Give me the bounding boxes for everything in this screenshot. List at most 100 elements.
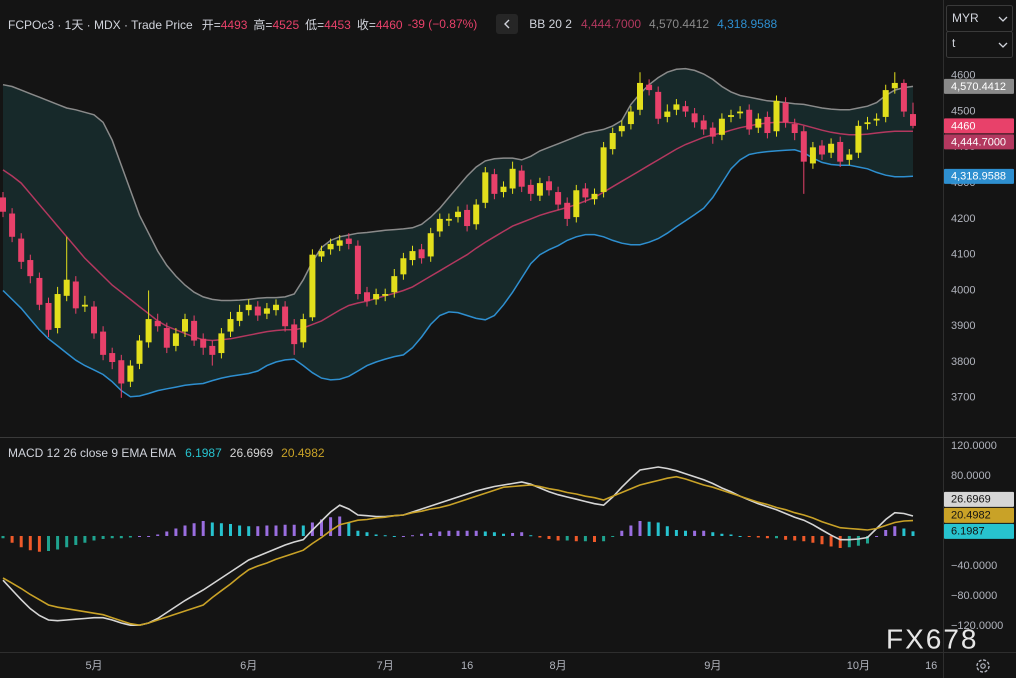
y-tick-label: 4000 — [951, 284, 975, 296]
candle-body — [637, 82, 643, 110]
candle-body — [646, 84, 653, 91]
candle-body — [591, 193, 598, 200]
histogram-bar — [647, 521, 651, 536]
candle-body — [200, 338, 207, 348]
candle-body — [182, 319, 188, 332]
histogram-bar — [192, 523, 196, 536]
histogram-bar — [229, 523, 232, 536]
ohlc-label: 低= — [305, 17, 325, 32]
histogram-bar — [747, 535, 751, 537]
histogram-bar — [438, 531, 442, 536]
indicator-value: 20.4982 — [281, 446, 325, 460]
x-tick-label: 16 — [461, 660, 473, 672]
histogram-bar — [492, 532, 496, 536]
candle-body — [136, 340, 143, 364]
currency-label[interactable]: MYR — [952, 11, 979, 25]
candle-body — [54, 294, 61, 329]
histogram-bar — [866, 535, 869, 544]
histogram-bar — [101, 535, 105, 539]
candle-body — [527, 184, 534, 194]
candle-body — [673, 104, 680, 110]
price-badge-label: 4,570.4412 — [951, 81, 1006, 93]
histogram-bar — [28, 535, 32, 551]
indicator-value: 4,318.9588 — [717, 17, 778, 31]
histogram-bar — [811, 535, 815, 543]
candle-body — [564, 202, 571, 219]
gear-icon[interactable] — [976, 659, 990, 673]
histogram-bar — [411, 535, 414, 537]
histogram-bar — [47, 535, 50, 551]
candle-body — [873, 118, 880, 121]
histogram-bar — [420, 533, 424, 536]
histogram-bar — [711, 532, 715, 536]
histogram-bar — [365, 532, 369, 536]
histogram-bar — [656, 522, 660, 536]
ohlc-value: 4460 — [375, 17, 403, 32]
histogram-bar — [338, 516, 342, 536]
y-tick-label: 3900 — [951, 320, 975, 332]
candle-body — [327, 243, 334, 250]
candle-body — [191, 320, 198, 341]
candle-body — [282, 306, 289, 327]
histogram-bar — [183, 525, 187, 536]
price-legend: FCPOc3 · 1天 · MDX · Trade Price 开=4493 高=… — [8, 14, 777, 34]
x-tick-label: 6月 — [240, 660, 257, 672]
candle-body — [382, 294, 389, 296]
price-badge — [944, 523, 1014, 539]
indicator-values: 6.1987 26.6969 20.4982 — [185, 446, 324, 460]
candle-body — [555, 192, 562, 205]
x-tick-label: 8月 — [550, 660, 567, 672]
histogram-bar — [738, 535, 742, 537]
price-badge-label: 26.6969 — [951, 494, 991, 506]
histogram-bar — [638, 520, 642, 536]
histogram-bar — [902, 528, 906, 536]
currency-select[interactable]: MYR — [946, 5, 1013, 32]
candle-body — [354, 245, 361, 295]
histogram-bar — [820, 535, 824, 545]
indicator-value: 4,570.4412 — [649, 17, 710, 31]
candle-body — [718, 118, 725, 135]
histogram-bar — [847, 535, 851, 548]
histogram-bar — [165, 531, 169, 536]
candle-body — [500, 186, 507, 193]
histogram-bar — [265, 525, 269, 536]
candle-body — [309, 254, 316, 318]
indicator-line — [2, 466, 914, 626]
price-badge — [944, 507, 1014, 523]
collapse-button[interactable] — [496, 14, 519, 34]
timezone-select[interactable]: t — [946, 31, 1013, 58]
timezone-label[interactable]: t — [952, 36, 956, 50]
candle-body — [773, 100, 780, 132]
candle-body — [154, 320, 161, 327]
band-line — [2, 121, 914, 342]
indicator-values: 4,444.7000 4,570.4412 4,318.9588 — [581, 17, 777, 31]
histogram-bar — [447, 530, 451, 536]
histogram-bar — [401, 535, 405, 537]
histogram-bar — [374, 534, 378, 536]
candle-body — [828, 143, 835, 153]
histogram-bar — [574, 535, 578, 542]
histogram-bar — [502, 533, 505, 536]
histogram-bar — [301, 525, 305, 536]
candle-body — [45, 302, 52, 330]
histogram-bar — [329, 517, 333, 536]
chevron-icon — [998, 42, 1008, 48]
timezone-box[interactable] — [946, 31, 1013, 58]
candle-body — [336, 240, 343, 246]
histogram-bar — [83, 535, 87, 543]
candle-body — [791, 124, 798, 134]
histogram-bar — [356, 530, 360, 536]
candle-body — [891, 82, 898, 89]
candle-body — [427, 233, 434, 257]
candle-body — [91, 306, 97, 334]
candle-body — [100, 331, 107, 355]
band-line — [2, 149, 914, 398]
ohlc-value: 4453 — [324, 17, 351, 32]
ohlc-value: 4525 — [272, 17, 300, 32]
candle-body — [473, 204, 480, 225]
histogram-bar — [238, 525, 242, 536]
histogram-bar — [838, 535, 842, 548]
settings-button[interactable] — [976, 659, 990, 673]
histogram-bar — [620, 530, 624, 536]
